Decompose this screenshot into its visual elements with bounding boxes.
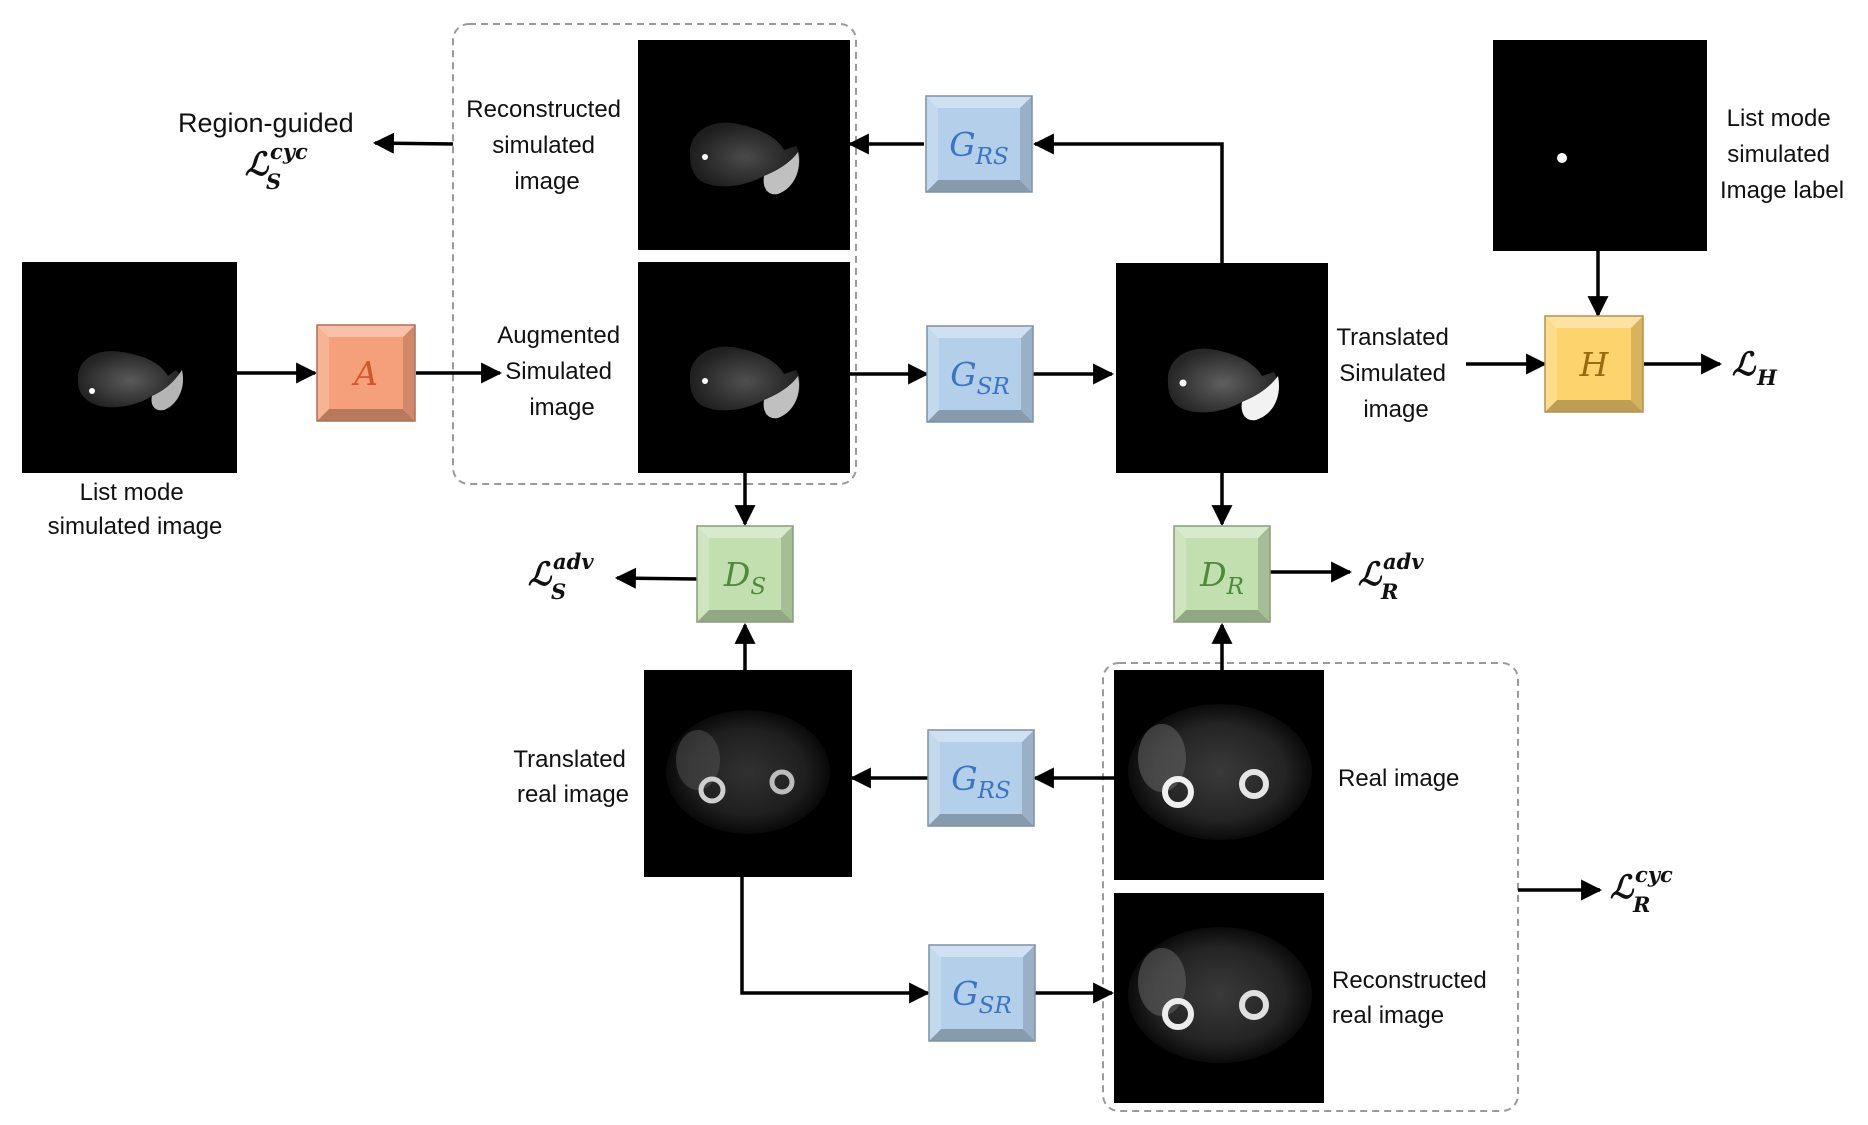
label-list-mode-image-label: List mode simulated Image label <box>1720 105 1844 204</box>
region-guided-title: Region-guided <box>178 108 354 138</box>
generator-rs-top-block: GRS <box>925 95 1033 193</box>
block-letter: D <box>723 555 750 594</box>
block-letter: A <box>351 354 378 393</box>
label-line: Real image <box>1338 765 1459 792</box>
loss-sub: R <box>1632 892 1650 917</box>
loss-sub: S <box>266 169 281 194</box>
block-subscript: S <box>750 574 766 600</box>
label-line: simulated <box>492 132 595 159</box>
translated-real-image <box>644 670 852 877</box>
loss-h: ℒH <box>1732 345 1778 390</box>
loss-sup: adv <box>1383 549 1424 574</box>
augmented-simulated-image <box>638 262 850 473</box>
block-label: GSR <box>952 974 1011 1019</box>
label-line: List mode <box>1727 105 1831 132</box>
block-label: GSR <box>950 355 1009 400</box>
loss-sub: R <box>1380 579 1398 604</box>
label-line: Reconstructed <box>1332 967 1487 994</box>
real-group-box <box>1102 662 1519 1112</box>
loss-r-cyc: ℒcyc R <box>1610 862 1673 917</box>
translated-simulated-image <box>1116 263 1328 473</box>
list-mode-simulated-image <box>22 262 237 473</box>
generator-rs-bottom-block: GRS <box>927 729 1035 827</box>
label-reconstructed-simulated-image: Reconstructed simulated image <box>466 96 627 195</box>
block-subscript: RS <box>975 144 1009 170</box>
loss-symbol: ℒ <box>528 555 553 593</box>
generator-sr-bottom-block: GSR <box>928 944 1036 1042</box>
connections <box>237 132 1723 1004</box>
label-line: simulated <box>1727 141 1830 168</box>
loss-symbol: ℒ <box>1358 555 1383 593</box>
block-letter: H <box>1579 345 1610 384</box>
label-line: Reconstructed <box>466 96 621 123</box>
label-line: Translated <box>1336 324 1449 351</box>
loss-sub: H <box>1756 365 1778 390</box>
block-label: GRS <box>951 759 1010 804</box>
block-subscript: RS <box>977 778 1011 804</box>
label-line: image <box>529 394 594 421</box>
label-line: Augmented <box>497 322 620 349</box>
label-translated-simulated-image: Translated Simulated image <box>1336 324 1455 423</box>
label-line: List mode <box>80 479 184 506</box>
discriminator-r-block: DR <box>1173 525 1271 623</box>
block-label: DR <box>1199 555 1244 600</box>
loss-symbol: ℒ <box>1732 345 1757 383</box>
label-line: image <box>514 168 579 195</box>
label-translated-real-image: Translated real image <box>513 746 632 808</box>
block-letter: G <box>949 125 975 164</box>
loss-symbol: ℒ <box>1610 868 1635 906</box>
label-line: real image <box>517 781 629 808</box>
discriminator-s-block: DS <box>696 525 794 623</box>
loss-sup: adv <box>553 549 594 574</box>
label-line: simulated image <box>48 513 223 540</box>
loss-s-adv: ℒadv S <box>528 549 594 604</box>
list-mode-image-label <box>1493 40 1707 251</box>
block-label: H <box>1579 345 1610 384</box>
block-label: GRS <box>949 125 1008 170</box>
block-label: A <box>351 354 378 393</box>
block-letter: D <box>1199 555 1226 594</box>
block-letter: G <box>951 759 977 798</box>
loss-s-cyc: ℒcyc S <box>245 139 308 194</box>
label-line: real image <box>1332 1002 1444 1029</box>
label-line: Translated <box>513 746 626 773</box>
generator-sr-middle-block: GSR <box>926 325 1034 423</box>
augmentation-block: A <box>316 324 416 422</box>
loss-symbol: ℒ <box>245 145 270 183</box>
label-line: Simulated <box>505 358 612 385</box>
block-label: DS <box>723 555 766 600</box>
label-line: image <box>1363 396 1428 423</box>
loss-sup: cyc <box>270 139 308 164</box>
reconstructed-simulated-image <box>638 40 850 250</box>
block-letter: G <box>952 974 978 1013</box>
real-image <box>1114 670 1324 880</box>
block-subscript: R <box>1226 574 1244 600</box>
simulated-group-box <box>452 23 857 485</box>
label-line: Simulated <box>1339 360 1446 387</box>
label-list-mode-simulated-image: List mode simulated image <box>48 479 223 540</box>
block-letter: G <box>950 355 976 394</box>
block-subscript: SR <box>977 374 1010 400</box>
label-augmented-simulated-image: Augmented Simulated image <box>497 322 626 421</box>
loss-sup: cyc <box>1635 862 1673 887</box>
block-subscript: SR <box>979 993 1012 1019</box>
label-real-image: Real image <box>1338 765 1459 792</box>
loss-sub: S <box>551 579 566 604</box>
h-network-block: H <box>1544 315 1644 413</box>
label-line: Image label <box>1720 177 1844 204</box>
loss-r-adv: ℒadv R <box>1358 549 1424 604</box>
reconstructed-real-image <box>1114 893 1324 1103</box>
label-reconstructed-real-image: Reconstructed real image <box>1332 967 1493 1029</box>
